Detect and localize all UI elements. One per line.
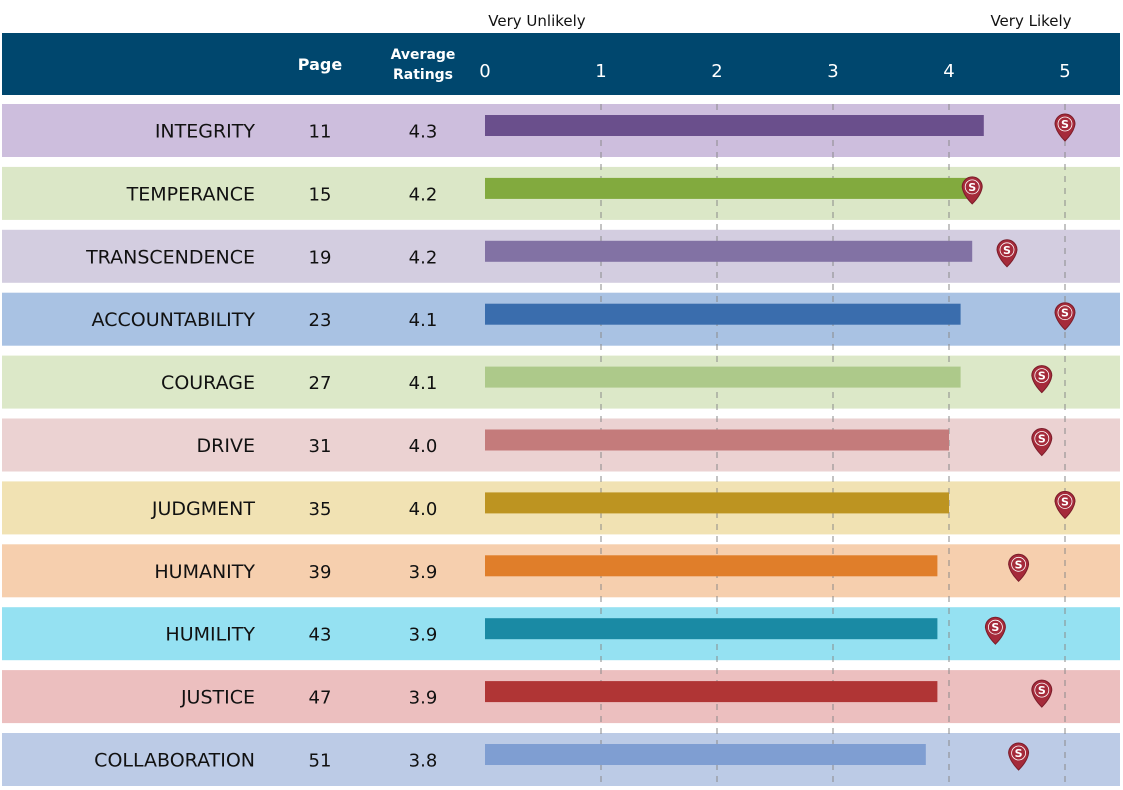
category-label: INTEGRITY: [155, 121, 256, 143]
category-label: JUSTICE: [180, 687, 255, 709]
average-rating: 4.2: [409, 247, 438, 268]
rating-bar: [485, 366, 961, 388]
page-number: 43: [309, 625, 332, 646]
x-tick-label: 2: [711, 61, 722, 82]
marker-label: S: [991, 621, 999, 634]
self-rating-marker: S: [1031, 679, 1053, 708]
x-tick-label: 0: [479, 61, 490, 82]
scale-left-label: Very Unlikely: [488, 12, 586, 30]
x-axis-ticks: 0 1 2 3 4 5: [479, 61, 1070, 82]
x-tick-label: 1: [595, 61, 606, 82]
self-rating-marker: S: [984, 616, 1006, 645]
page-number: 19: [309, 247, 332, 268]
category-label: ACCOUNTABILITY: [92, 309, 256, 331]
rating-bars: [485, 115, 984, 765]
rating-bar: [485, 177, 973, 199]
page-number: 47: [309, 688, 332, 709]
average-rating: 3.9: [409, 688, 438, 709]
page-number: 27: [309, 373, 332, 394]
header-bar: [2, 33, 1120, 95]
page-number: 11: [309, 122, 332, 143]
x-tick-label: 4: [943, 61, 954, 82]
self-rating-marker: S: [1054, 113, 1076, 142]
marker-label: S: [1015, 747, 1023, 760]
marker-label: S: [1061, 307, 1069, 320]
marker-label: S: [1038, 433, 1046, 446]
marker-label: S: [1061, 118, 1069, 131]
category-label: TRANSCENDENCE: [85, 246, 255, 268]
scale-right-label: Very Likely: [990, 12, 1071, 30]
average-rating: 3.8: [409, 751, 438, 772]
category-label: COURAGE: [161, 372, 255, 394]
self-rating-markers: S S S S S S S S S S S: [961, 113, 1076, 771]
average-rating: 4.2: [409, 184, 438, 205]
rating-bar: [485, 555, 938, 577]
rating-bar: [485, 115, 984, 136]
page-number: 51: [309, 751, 332, 772]
rating-bar: [485, 618, 938, 640]
category-label: HUMILITY: [165, 624, 255, 646]
self-rating-marker: S: [1008, 553, 1030, 583]
x-tick-label: 3: [827, 61, 838, 82]
marker-label: S: [1003, 244, 1011, 257]
page-number: 15: [309, 184, 332, 205]
rating-bar: [485, 681, 938, 703]
header-average-label-line1: Average: [391, 47, 456, 63]
rating-bar: [485, 492, 949, 514]
marker-label: S: [1038, 684, 1046, 697]
average-rating: 4.1: [409, 373, 438, 394]
average-rating: 4.3: [409, 122, 438, 143]
rating-bar: [485, 303, 961, 325]
header-average-label-line2: Ratings: [393, 67, 453, 83]
rating-rows: INTEGRITY 11 4.3 TEMPERANCE 15 4.2 TRANSCENDEN…: [2, 104, 1120, 786]
rating-bar: [485, 744, 926, 765]
self-rating-marker: S: [961, 176, 983, 205]
category-label: COLLABORATION: [94, 750, 255, 772]
average-rating: 4.0: [409, 436, 438, 457]
self-rating-marker: S: [1054, 490, 1076, 520]
average-rating: 3.9: [409, 625, 438, 646]
average-rating: 4.1: [409, 310, 438, 331]
page-number: 31: [309, 436, 332, 457]
self-rating-marker: S: [996, 239, 1018, 268]
self-rating-marker: S: [1031, 428, 1053, 457]
page-number: 23: [309, 310, 332, 331]
average-rating: 3.9: [409, 562, 438, 583]
marker-label: S: [968, 181, 976, 194]
self-rating-marker: S: [1008, 742, 1030, 771]
x-tick-label: 5: [1059, 61, 1070, 82]
rating-bar: [485, 429, 949, 451]
marker-label: S: [1038, 370, 1046, 383]
self-rating-marker: S: [1031, 365, 1053, 394]
marker-label: S: [1015, 558, 1023, 571]
header-page-label: Page: [298, 55, 343, 74]
category-label: JUDGMENT: [151, 498, 255, 520]
marker-label: S: [1061, 495, 1069, 508]
rating-bar: [485, 240, 973, 262]
category-label: DRIVE: [197, 435, 255, 457]
self-rating-marker: S: [1054, 302, 1076, 331]
category-label: TEMPERANCE: [126, 183, 255, 205]
page-number: 39: [309, 562, 332, 583]
average-rating: 4.0: [409, 499, 438, 520]
category-label: HUMANITY: [154, 561, 255, 583]
page-number: 35: [309, 499, 332, 520]
